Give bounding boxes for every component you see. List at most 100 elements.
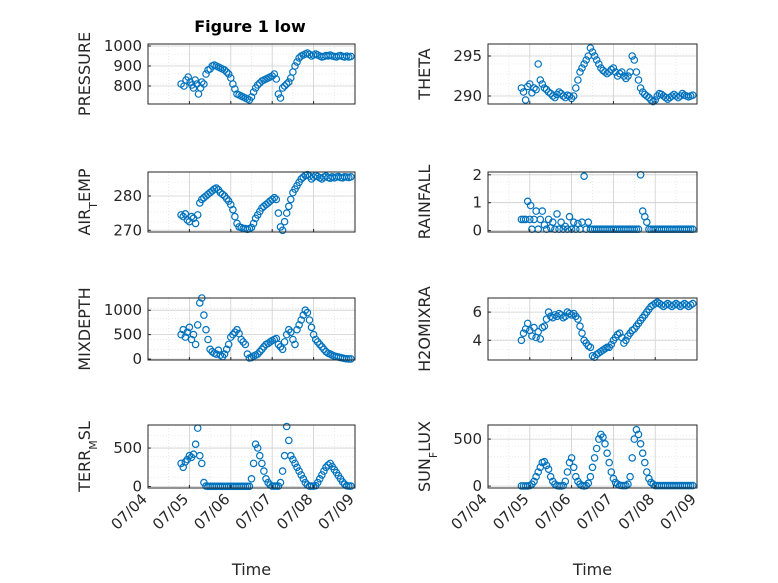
data-point bbox=[286, 328, 295, 337]
data-point bbox=[525, 80, 534, 88]
data-point bbox=[603, 69, 611, 78]
data-point bbox=[274, 90, 283, 98]
data-point bbox=[645, 93, 653, 102]
data-point bbox=[237, 335, 246, 344]
data-point bbox=[632, 425, 641, 434]
data-point bbox=[542, 85, 551, 94]
data-point bbox=[544, 88, 553, 96]
data-point bbox=[538, 80, 547, 88]
data-point bbox=[293, 325, 301, 334]
data-point bbox=[632, 68, 641, 76]
data-point bbox=[574, 76, 582, 84]
data-point bbox=[191, 340, 200, 349]
data-point bbox=[586, 343, 595, 352]
data-point bbox=[626, 472, 634, 481]
data-point bbox=[249, 459, 258, 468]
y-tick-label: 500 bbox=[453, 430, 482, 448]
data-point bbox=[534, 468, 543, 476]
data-point bbox=[584, 479, 593, 488]
data-point bbox=[284, 436, 293, 445]
data-point bbox=[590, 52, 599, 60]
data-point bbox=[559, 481, 568, 490]
y-tick-label: 295 bbox=[453, 47, 482, 65]
data-point bbox=[517, 215, 526, 224]
data-point bbox=[179, 325, 188, 334]
data-point bbox=[191, 219, 200, 228]
data-point bbox=[270, 193, 279, 202]
data-point bbox=[286, 195, 295, 204]
data-point bbox=[187, 335, 196, 344]
data-point bbox=[642, 468, 651, 476]
data-point bbox=[280, 82, 289, 90]
data-point bbox=[295, 467, 303, 475]
x-tick-label: 07/05 bbox=[489, 490, 532, 533]
x-tick-label: 07/07 bbox=[232, 490, 275, 533]
y-tick-label: 0 bbox=[132, 477, 142, 495]
y-axis-label: H2OMIXRA bbox=[415, 286, 434, 372]
data-point bbox=[212, 350, 221, 358]
data-point bbox=[338, 478, 347, 486]
data-point bbox=[255, 347, 264, 356]
data-point bbox=[229, 205, 237, 214]
data-point bbox=[534, 225, 543, 234]
data-point bbox=[216, 351, 225, 359]
data-point bbox=[576, 225, 584, 234]
data-point bbox=[672, 92, 680, 100]
data-point bbox=[636, 84, 645, 92]
data-point bbox=[196, 451, 204, 460]
data-point bbox=[299, 311, 308, 319]
data-point bbox=[307, 323, 316, 332]
data-point bbox=[282, 80, 291, 88]
data-point bbox=[590, 454, 599, 462]
data-point bbox=[200, 80, 208, 88]
subplot-2: 290 295 THETA bbox=[415, 43, 698, 106]
data-point bbox=[185, 451, 194, 460]
data-point bbox=[609, 474, 618, 483]
data-point bbox=[301, 306, 310, 315]
data-point bbox=[280, 338, 289, 346]
data-point bbox=[224, 70, 233, 78]
subplot-4: 0 1 2 RAINFALL bbox=[415, 165, 698, 240]
data-point bbox=[530, 84, 538, 92]
data-point bbox=[576, 322, 584, 331]
data-point bbox=[282, 330, 291, 339]
data-point bbox=[686, 481, 695, 490]
data-point bbox=[638, 449, 647, 458]
data-point bbox=[597, 64, 605, 72]
y-tick-label: 500 bbox=[113, 439, 142, 457]
data-point bbox=[274, 209, 283, 217]
data-point bbox=[555, 88, 563, 96]
data-point bbox=[642, 218, 651, 227]
data-point bbox=[571, 84, 580, 92]
y-tick-label: 500 bbox=[113, 326, 142, 344]
data-point bbox=[688, 299, 697, 308]
y-axis-label: PRESSURE bbox=[75, 32, 94, 116]
data-point bbox=[280, 217, 289, 226]
data-point bbox=[530, 215, 538, 224]
data-point bbox=[620, 72, 628, 80]
data-point bbox=[526, 201, 535, 210]
x-tick-label: 07/07 bbox=[573, 490, 616, 533]
data-point bbox=[622, 74, 630, 83]
data-point bbox=[634, 76, 643, 84]
data-point bbox=[241, 482, 250, 491]
axes-box bbox=[487, 43, 698, 105]
data-point bbox=[282, 209, 291, 217]
data-point bbox=[584, 218, 593, 227]
data-point bbox=[647, 96, 655, 104]
x-axis-label: Time bbox=[572, 560, 612, 579]
data-point bbox=[542, 461, 551, 470]
data-point bbox=[231, 212, 239, 221]
data-point bbox=[530, 323, 538, 332]
data-point bbox=[523, 319, 532, 328]
data-point bbox=[521, 215, 530, 224]
y-axis-label: TERRMSL bbox=[75, 421, 100, 493]
data-point bbox=[525, 215, 534, 224]
figure-title: Figure 1 low bbox=[194, 17, 306, 36]
x-tick-label: 07/05 bbox=[149, 490, 192, 533]
data-point bbox=[278, 84, 287, 92]
data-point bbox=[519, 329, 528, 338]
data-point bbox=[278, 467, 287, 475]
data-point bbox=[571, 472, 580, 481]
